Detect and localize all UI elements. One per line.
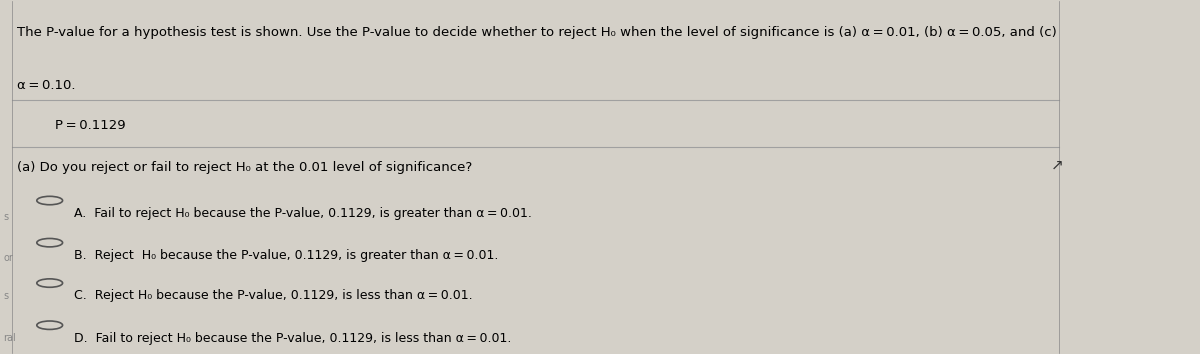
Text: or: or: [4, 252, 13, 263]
Text: s: s: [4, 212, 8, 222]
Text: A.  Fail to reject H₀ because the P-value, 0.1129, is greater than α = 0.01.: A. Fail to reject H₀ because the P-value…: [74, 207, 533, 220]
Text: D.  Fail to reject H₀ because the P-value, 0.1129, is less than α = 0.01.: D. Fail to reject H₀ because the P-value…: [74, 332, 511, 344]
Text: ↗: ↗: [1051, 158, 1064, 173]
Text: P = 0.1129: P = 0.1129: [55, 119, 126, 132]
Text: (a) Do you reject or fail to reject H₀ at the 0.01 level of significance?: (a) Do you reject or fail to reject H₀ a…: [18, 161, 473, 174]
Text: α = 0.10.: α = 0.10.: [18, 79, 76, 92]
Text: The P-value for a hypothesis test is shown. Use the P-value to decide whether to: The P-value for a hypothesis test is sho…: [18, 26, 1057, 39]
Text: C.  Reject H₀ because the P-value, 0.1129, is less than α = 0.01.: C. Reject H₀ because the P-value, 0.1129…: [74, 289, 473, 302]
Text: B.  Reject  H₀ because the P-value, 0.1129, is greater than α = 0.01.: B. Reject H₀ because the P-value, 0.1129…: [74, 249, 499, 262]
Text: s: s: [4, 291, 8, 301]
Text: ral: ral: [4, 333, 17, 343]
